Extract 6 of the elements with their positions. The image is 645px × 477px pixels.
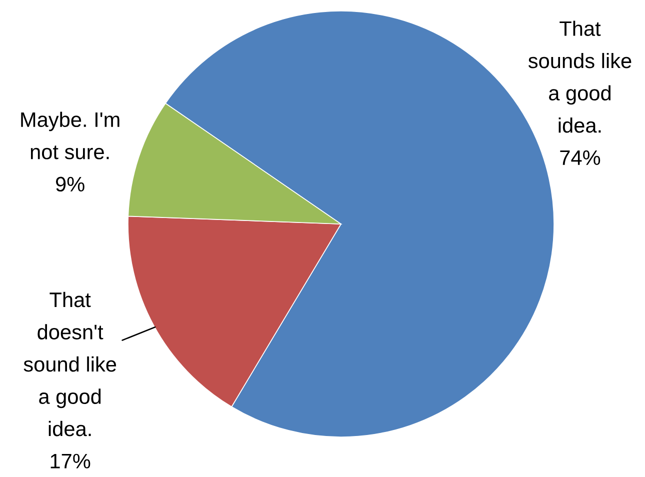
data-label: 17% xyxy=(50,454,90,468)
data-label: 74% xyxy=(560,150,600,165)
data-label: 9% xyxy=(56,176,84,192)
slice-label: That doesn't sound like a good idea. xyxy=(24,292,116,436)
slice-label: Maybe. I'm not sure. xyxy=(21,112,120,160)
slice-label: That sounds like a good idea. xyxy=(528,20,632,133)
